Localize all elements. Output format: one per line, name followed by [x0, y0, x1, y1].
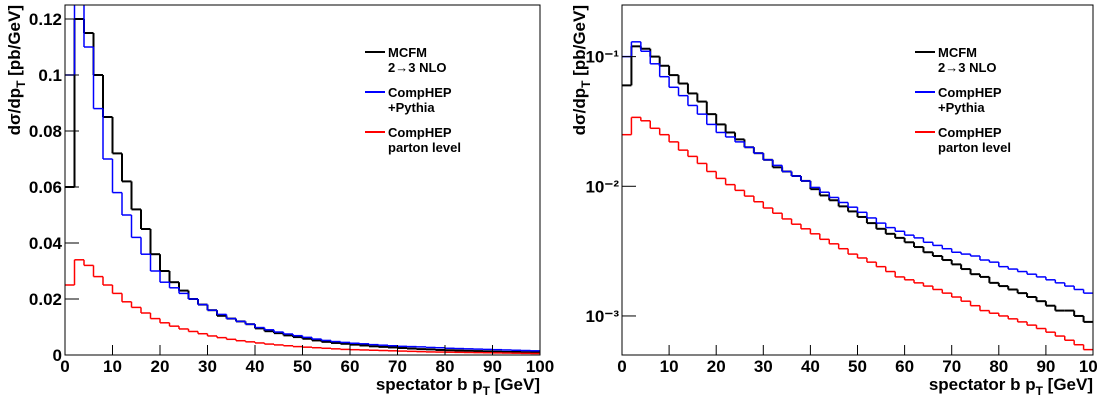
- plot-frame: [621, 4, 1094, 356]
- x-tick-label: 80: [989, 357, 1008, 376]
- x-tick-label: 60: [341, 357, 360, 376]
- x-axis-label-sub: T: [1036, 384, 1044, 398]
- legend-entry: CompHEP parton level: [938, 125, 1011, 155]
- x-tick-label: 60: [895, 357, 914, 376]
- y-tick-label: 0.04: [29, 234, 63, 253]
- y-axis-label-part: dσ/dp: [5, 88, 24, 136]
- x-tick-label: 100: [1079, 357, 1098, 376]
- x-tick-label: 30: [198, 357, 217, 376]
- y-axis-label-sub: T: [14, 80, 28, 88]
- x-axis-label-part: spectator b p: [376, 375, 483, 394]
- x-tick-label: 20: [151, 357, 170, 376]
- y-axis-label-part: [pb/GeV]: [5, 5, 24, 81]
- x-axis-label-part: [GeV]: [490, 375, 540, 394]
- x-tick-label: 0: [617, 357, 626, 376]
- legend-entry: MCFM 2→3 NLO: [938, 45, 997, 75]
- y-axis-label-sub: T: [579, 80, 593, 88]
- y-tick-label: 0.1: [38, 66, 62, 85]
- y-tick-label: 10⁻²: [585, 177, 619, 196]
- legend-entry: MCFM 2→3 NLO: [388, 45, 447, 75]
- x-tick-label: 80: [436, 357, 455, 376]
- x-tick-label: 90: [1036, 357, 1055, 376]
- x-tick-label: 10: [103, 357, 122, 376]
- x-tick-label: 70: [942, 357, 961, 376]
- x-axis-label-part: spectator b p: [929, 375, 1036, 394]
- legend-entry: CompHEP +Pythia: [388, 85, 452, 115]
- x-axis-label-sub: T: [483, 384, 491, 398]
- y-tick-label: 0: [53, 346, 62, 365]
- plot-area: [622, 41, 1093, 351]
- x-axis-label: spectator b pT [GeV]: [929, 375, 1093, 398]
- x-tick-label: 100: [526, 357, 554, 376]
- plot-area: [65, 5, 540, 355]
- x-axis-label-part: [GeV]: [1043, 375, 1093, 394]
- legend-entry: CompHEP +Pythia: [938, 85, 1002, 115]
- y-axis-label: dσ/dpT [pb/GeV]: [5, 5, 28, 135]
- y-axis-label-part: [pb/GeV]: [570, 5, 589, 81]
- y-tick-label: 0.08: [29, 122, 62, 141]
- y-tick-label: 10⁻³: [585, 307, 619, 326]
- x-axis-label: spectator b pT [GeV]: [376, 375, 540, 398]
- x-tick-label: 90: [483, 357, 502, 376]
- y-tick-label: 10⁻¹: [585, 48, 619, 67]
- x-tick-label: 40: [801, 357, 820, 376]
- y-axis-label-part: dσ/dp: [570, 88, 589, 136]
- y-axis-label: dσ/dpT [pb/GeV]: [570, 5, 593, 135]
- x-tick-label: 50: [848, 357, 867, 376]
- legend-entry: CompHEP parton level: [388, 125, 461, 155]
- y-tick-label: 0.06: [29, 178, 62, 197]
- x-tick-label: 70: [388, 357, 407, 376]
- x-tick-label: 40: [246, 357, 265, 376]
- y-tick-label: 0.02: [29, 290, 62, 309]
- plot-frame: [64, 4, 541, 356]
- x-tick-label: 30: [754, 357, 773, 376]
- x-tick-label: 10: [660, 357, 679, 376]
- y-tick-label: 0.12: [29, 10, 62, 29]
- x-tick-label: 0: [60, 357, 69, 376]
- x-tick-label: 50: [293, 357, 312, 376]
- x-tick-label: 20: [707, 357, 726, 376]
